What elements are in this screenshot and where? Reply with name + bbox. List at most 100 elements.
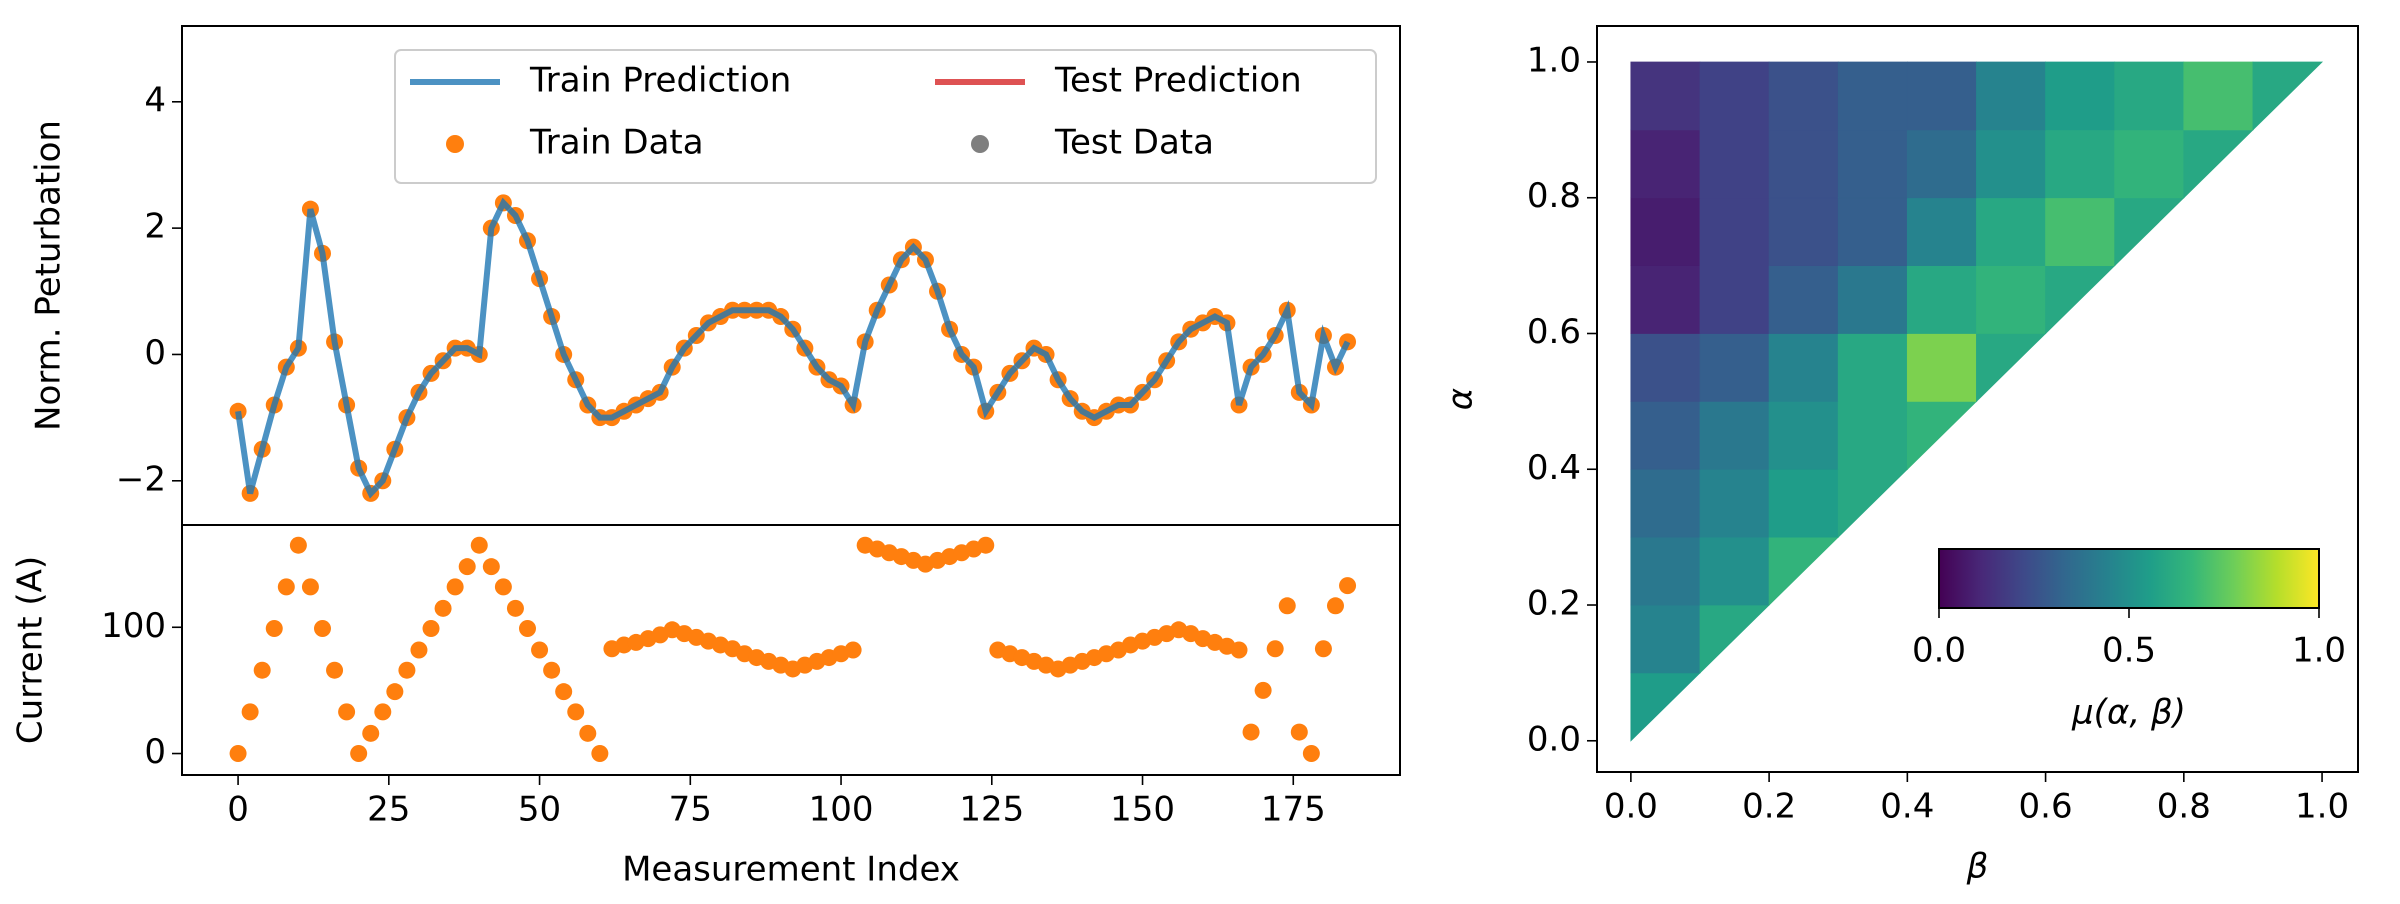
heatmap-cell (1837, 265, 1908, 334)
marker (531, 641, 549, 659)
y-tick-label: 0.0 (1527, 719, 1581, 759)
heatmap-cell (1699, 604, 1771, 674)
heatmap-cell (1768, 468, 1839, 538)
legend-marker (971, 135, 989, 153)
y-tick-label: 1.0 (1527, 40, 1581, 80)
marker (1326, 597, 1344, 615)
heatmap-cell (1837, 468, 1909, 539)
marker (289, 536, 307, 554)
marker (446, 578, 464, 596)
heatmap-cell (1837, 333, 1908, 402)
heatmap-cell (2045, 61, 2116, 131)
heatmap-cell (1768, 536, 1840, 606)
marker (977, 536, 995, 554)
heatmap-cell (1906, 265, 1977, 334)
y-tick-label: 2 (144, 207, 166, 247)
marker (241, 703, 259, 721)
heatmap-cell (1906, 197, 1977, 267)
plot-area (229, 536, 1357, 763)
marker (301, 578, 319, 596)
heatmap-cell (1630, 333, 1701, 402)
heatmap-cell (2114, 129, 2185, 199)
heatmap-cell (2183, 129, 2254, 199)
x-tick-label: 75 (669, 790, 712, 830)
x-tick-label: 0 (227, 790, 249, 830)
marker (543, 661, 561, 679)
heatmap-cell (2045, 197, 2116, 267)
heatmap-cell (1976, 197, 2046, 267)
y-tick-label: 0 (144, 732, 166, 772)
marker (1242, 723, 1260, 741)
marker (265, 620, 283, 638)
heatmap-cell (1976, 129, 2046, 199)
y-tick-label: 0 (144, 333, 166, 373)
heatmap-cell (2045, 265, 2116, 335)
marker (1278, 597, 1296, 615)
y-tick-label: 0.6 (1527, 312, 1581, 352)
x-tick-label: 0.2 (1742, 787, 1796, 827)
heatmap-cell (1906, 333, 1977, 402)
heatmap-cell (1768, 333, 1839, 402)
heatmap-cell (1630, 468, 1701, 538)
axes-frame (1596, 25, 2359, 773)
colorbar-tick-label: 0.0 (1912, 631, 1966, 671)
heatmap-cell (2114, 197, 2185, 267)
heatmap-cell (1768, 197, 1839, 267)
heatmap-cell (1768, 129, 1839, 199)
x-tick-label: 125 (959, 790, 1024, 830)
heatmap-cell (1837, 400, 1908, 470)
marker (253, 661, 271, 679)
heatmap-cell (1630, 536, 1701, 606)
marker (1314, 640, 1332, 658)
marker (482, 558, 500, 576)
x-tick-label: 150 (1110, 790, 1175, 830)
legend-label: Train Data (529, 123, 704, 163)
heatmap-cell (1699, 468, 1770, 538)
marker (313, 620, 331, 638)
x-axis-label: β (1966, 847, 1989, 887)
heatmap-cell (1630, 400, 1701, 470)
heatmap-cell (1699, 265, 1770, 334)
heatmap-cell (1630, 197, 1701, 267)
marker (350, 745, 368, 763)
marker (555, 683, 573, 701)
colorbar-tick-label: 0.5 (2102, 631, 2156, 671)
heatmap-cell (1837, 129, 1908, 199)
x-tick-label: 0.0 (1604, 787, 1658, 827)
marker (458, 558, 476, 576)
x-axis-label: Measurement Index (622, 850, 960, 890)
x-tick-label: 0.4 (1880, 787, 1934, 827)
heatmap-cell (1906, 61, 1977, 131)
marker (434, 599, 452, 617)
colorbar-label: μ(α, β) (2071, 693, 2186, 733)
marker (1339, 577, 1357, 595)
marker (506, 599, 524, 617)
marker (277, 578, 295, 596)
marker (386, 683, 404, 701)
marker (470, 536, 488, 554)
heatmap-cell (1699, 197, 1770, 267)
y-axis-label: Norm. Peturbation (29, 120, 69, 431)
heatmap-cell (1699, 536, 1770, 606)
marker (229, 745, 247, 763)
legend-label: Test Data (1054, 123, 1214, 163)
marker (519, 620, 537, 638)
marker (410, 641, 428, 659)
heatmap-cell (1630, 672, 1701, 742)
marker (338, 703, 356, 721)
heatmap-cell (1768, 400, 1839, 470)
line (235, 197, 1351, 499)
marker (1290, 723, 1308, 741)
heatmap-cell (1768, 265, 1839, 334)
marker (326, 661, 344, 679)
marker (579, 724, 597, 742)
marker (362, 724, 380, 742)
y-tick-label: 100 (101, 606, 166, 646)
heatmap-cell (1699, 400, 1770, 470)
marker (374, 703, 392, 721)
y-tick-label: 4 (144, 80, 166, 120)
legend-marker (446, 135, 464, 153)
heatmap-cell (2114, 61, 2185, 131)
heatmap-cell (1976, 333, 2047, 403)
marker (591, 745, 609, 763)
